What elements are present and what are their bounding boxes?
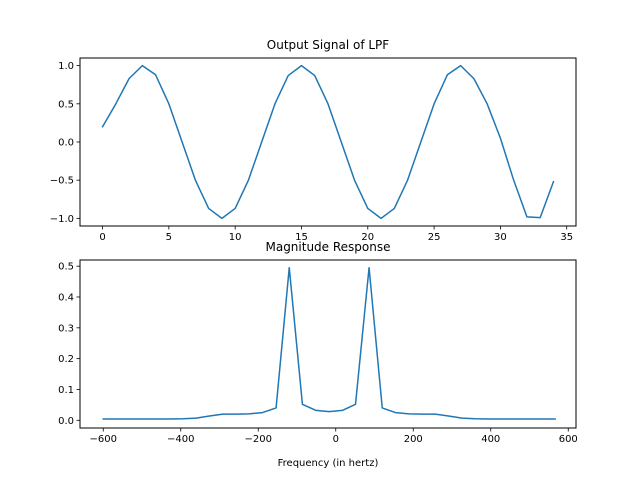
signal-plot-ticks: 0 5 10 15 20 25 30 35 −1.0 −0.5 0.0 0.5 1.0 [50,61,573,243]
magnitude-plot-frame [79,259,577,429]
magnitude-xtick-label: −600 [90,434,117,445]
magnitude-ytick-label: 0.0 [58,416,74,427]
magnitude-xtick-label: −200 [245,434,272,445]
signal-xtick-label: 30 [494,232,507,243]
signal-xtick-label: 5 [166,232,172,243]
signal-ytick-label: 0.5 [58,99,74,110]
magnitude-xtick-label: 600 [559,434,578,445]
signal-plot-frame [79,57,577,227]
signal-ytick-label: 0.0 [58,138,74,149]
magnitude-xtick-label: 200 [404,434,423,445]
signal-xtick-label: 10 [229,232,242,243]
signal-plot: Output Signal of LPF 0 5 10 15 20 25 30 35 −1.0 −… [50,38,577,243]
signal-ytick-label: −1.0 [50,214,74,225]
magnitude-ytick-label: 0.1 [58,385,74,396]
magnitude-xtick-label: 0 [333,434,339,445]
signal-xtick-label: 15 [295,232,308,243]
signal-ytick-label: 1.0 [58,61,74,72]
magnitude-plot: Magnitude Response −600 −400 −200 0 200 400 60… [58,240,578,469]
magnitude-plot-title: Magnitude Response [265,240,390,254]
magnitude-series-line [102,266,556,420]
magnitude-ytick-label: 0.2 [58,354,74,365]
signal-series-line [101,64,555,220]
magnitude-plot-ticks: −600 −400 −200 0 200 400 600 0.0 0.1 0.2 0.3 0.4 0.5 [58,262,578,445]
magnitude-xtick-label: 400 [481,434,500,445]
signal-ytick-label: −0.5 [50,176,74,187]
signal-plot-title: Output Signal of LPF [267,38,389,52]
signal-xtick-label: 35 [560,232,573,243]
signal-xtick-label: 0 [99,232,105,243]
magnitude-xtick-label: −400 [167,434,194,445]
signal-xtick-label: 20 [361,232,374,243]
signal-xtick-label: 25 [428,232,441,243]
magnitude-ytick-label: 0.4 [58,292,74,303]
magnitude-ytick-label: 0.3 [58,323,74,334]
magnitude-ytick-label: 0.5 [58,262,74,273]
magnitude-plot-xlabel: Frequency (in hertz) [278,458,379,469]
